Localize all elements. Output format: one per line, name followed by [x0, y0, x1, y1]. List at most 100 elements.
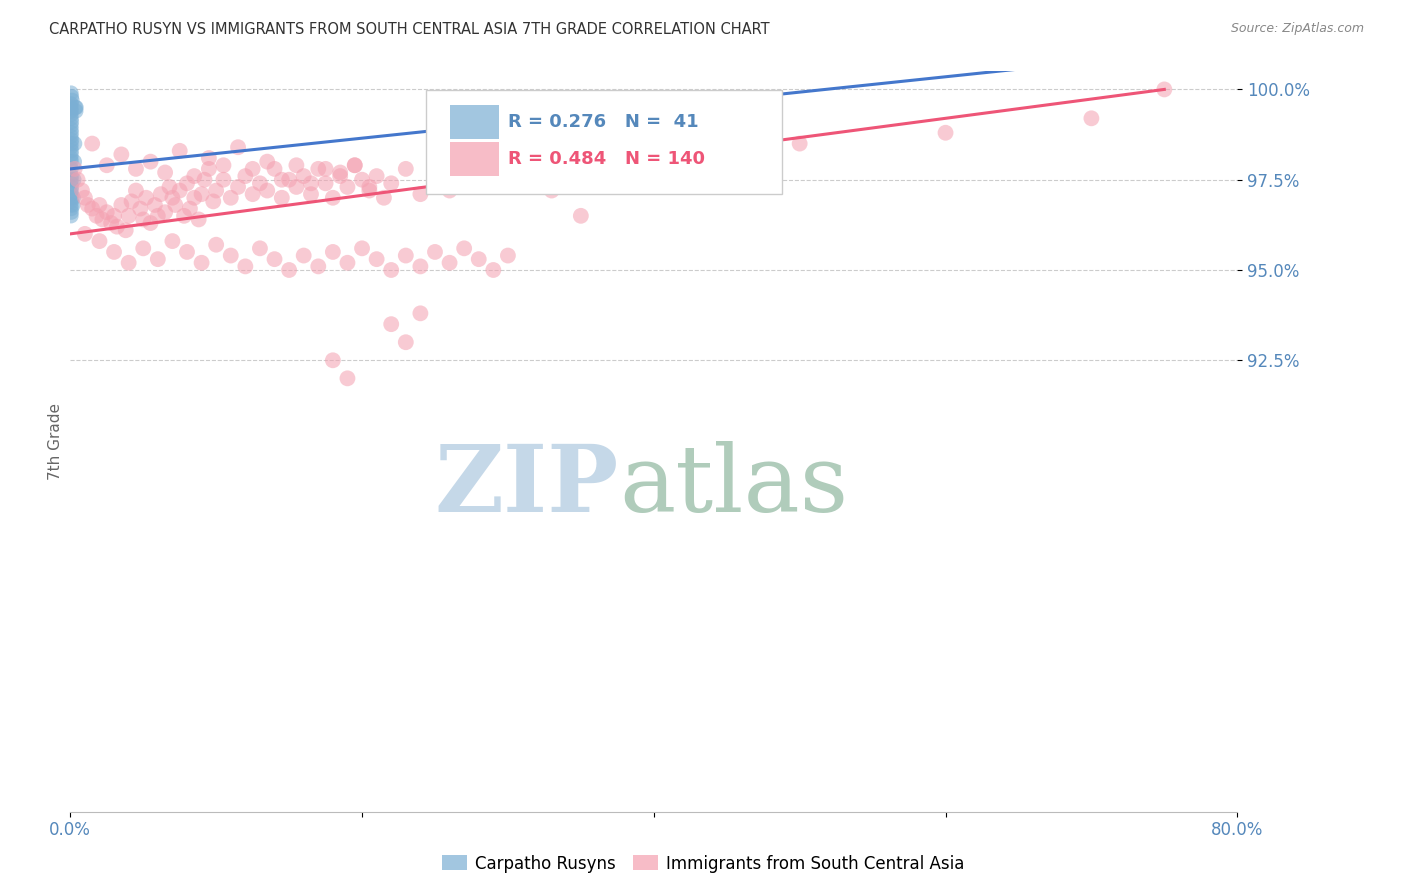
Point [329, 169, 352, 183]
Point [125, 161, 148, 176]
Point [190, 187, 212, 202]
Point [292, 169, 315, 183]
Point [569, 158, 592, 172]
Text: R = 0.484   N = 140: R = 0.484 N = 140 [508, 150, 704, 168]
Point [212, 172, 235, 186]
Point [60, 209, 83, 223]
Point [60, 136, 83, 151]
Point [60, 100, 83, 114]
Point [73, 227, 96, 241]
Point [395, 248, 418, 262]
Point [643, 147, 665, 161]
Point [60, 140, 83, 154]
Point [285, 180, 308, 194]
Point [60, 205, 83, 219]
FancyBboxPatch shape [426, 90, 782, 194]
Point [63, 172, 86, 186]
Point [73, 191, 96, 205]
Point [242, 187, 264, 202]
Point [219, 191, 242, 205]
Point [423, 172, 446, 186]
Point [176, 177, 198, 191]
Point [292, 248, 315, 262]
Point [569, 209, 592, 223]
Point [359, 184, 381, 198]
Point [62, 198, 84, 212]
Point [270, 172, 292, 186]
Point [299, 177, 322, 191]
Point [96, 205, 118, 219]
FancyBboxPatch shape [450, 143, 499, 177]
Legend: Carpatho Rusyns, Immigrants from South Central Asia: Carpatho Rusyns, Immigrants from South C… [434, 848, 972, 880]
Point [205, 184, 228, 198]
Point [60, 86, 83, 100]
Point [105, 219, 128, 234]
Point [66, 172, 89, 186]
Point [60, 172, 83, 186]
Point [205, 237, 228, 252]
Point [60, 194, 83, 209]
Point [63, 154, 86, 169]
Text: R = 0.276   N =  41: R = 0.276 N = 41 [508, 112, 699, 131]
Point [352, 172, 374, 186]
Point [468, 180, 491, 194]
Point [585, 180, 607, 194]
Point [60, 154, 83, 169]
Point [198, 161, 221, 176]
Point [373, 191, 395, 205]
Point [1153, 82, 1175, 96]
Point [162, 191, 184, 205]
Point [146, 252, 169, 267]
Point [322, 353, 344, 368]
Point [110, 147, 132, 161]
Point [76, 198, 98, 212]
Point [91, 212, 114, 227]
Point [60, 108, 83, 122]
Point [103, 244, 125, 259]
Point [60, 177, 83, 191]
Point [183, 191, 205, 205]
Point [212, 158, 235, 172]
Point [60, 115, 83, 129]
Point [60, 133, 83, 147]
Point [143, 198, 166, 212]
Point [343, 158, 366, 172]
Point [315, 177, 337, 191]
Point [63, 136, 86, 151]
Point [380, 177, 402, 191]
Point [526, 172, 548, 186]
Point [263, 252, 285, 267]
Point [162, 234, 184, 248]
Point [468, 252, 491, 267]
Point [60, 112, 83, 126]
Point [329, 165, 352, 179]
Point [226, 140, 249, 154]
Point [118, 256, 141, 270]
Point [60, 191, 83, 205]
Point [343, 158, 366, 172]
Point [482, 165, 505, 179]
Point [139, 216, 162, 230]
Point [193, 172, 215, 186]
Point [190, 256, 212, 270]
Point [235, 169, 257, 183]
Point [613, 154, 636, 169]
Point [165, 198, 187, 212]
Text: Source: ZipAtlas.com: Source: ZipAtlas.com [1230, 22, 1364, 36]
Point [103, 209, 125, 223]
Point [118, 209, 141, 223]
Point [512, 161, 534, 176]
Point [173, 209, 195, 223]
Point [270, 191, 292, 205]
Point [242, 161, 264, 176]
Point [89, 234, 111, 248]
Point [60, 119, 83, 133]
Point [299, 187, 322, 202]
Point [322, 191, 344, 205]
Point [366, 169, 388, 183]
Point [439, 256, 461, 270]
Point [202, 194, 225, 209]
Point [60, 104, 83, 119]
Point [453, 241, 475, 255]
Point [125, 184, 148, 198]
